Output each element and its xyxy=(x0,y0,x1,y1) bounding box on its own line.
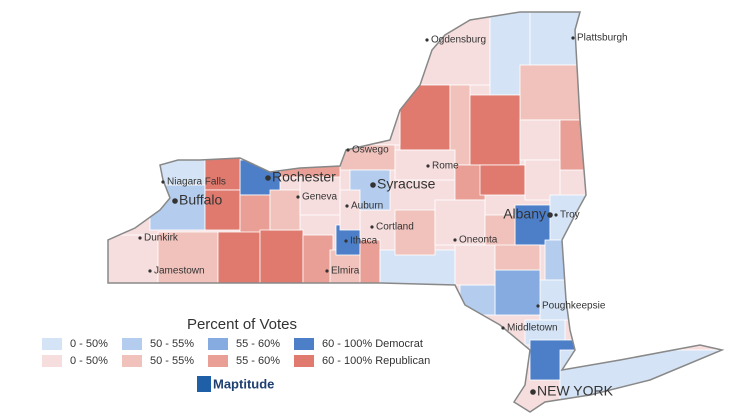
county xyxy=(524,159,561,201)
city-dot xyxy=(346,148,350,152)
city-dot xyxy=(296,195,300,199)
city-label: Plattsburgh xyxy=(577,33,628,44)
county xyxy=(494,244,541,271)
legend: 0 - 50% 0 - 50% 50 - 55% 50 - 55% 55 - 60% 55… xyxy=(42,338,430,367)
city-label: Oneonta xyxy=(459,235,498,246)
city-dot xyxy=(554,213,558,217)
legend-swatch xyxy=(122,338,142,350)
city-dot xyxy=(344,239,348,243)
legend-title: Percent of Votes xyxy=(187,316,297,333)
city-label: Geneva xyxy=(302,192,337,203)
city-dot xyxy=(148,269,152,273)
city-dot xyxy=(370,182,376,188)
legend-label: 55 - 60% xyxy=(236,355,280,367)
legend-swatch xyxy=(294,355,314,367)
city-label: Rome xyxy=(432,161,459,172)
county xyxy=(559,349,722,411)
city-dot xyxy=(161,180,165,184)
county xyxy=(459,284,496,316)
city-labels: Plattsburgh Ogdensburg Oswego Rome Rochester… xyxy=(138,33,628,399)
legend-swatch xyxy=(208,338,228,350)
logo-icon xyxy=(197,376,211,392)
city-dot xyxy=(547,212,553,218)
city-label: Oswego xyxy=(352,145,389,156)
legend-label: 60 - 100% Democrat xyxy=(322,338,423,350)
city-dot xyxy=(138,236,142,240)
legend-label: 0 - 50% xyxy=(70,355,108,367)
county xyxy=(454,244,496,286)
county xyxy=(204,189,241,231)
legend-label: 0 - 50% xyxy=(70,338,108,350)
legend-swatch xyxy=(42,338,62,350)
county xyxy=(519,64,586,121)
city-dot xyxy=(172,198,178,204)
county xyxy=(379,249,456,286)
legend-swatch xyxy=(122,355,142,367)
legend-label: 55 - 60% xyxy=(236,338,280,350)
legend-label: 50 - 55% xyxy=(150,338,194,350)
city-dot xyxy=(571,36,575,40)
county xyxy=(259,229,304,286)
county xyxy=(302,234,334,286)
county xyxy=(239,194,271,236)
county xyxy=(269,189,301,231)
county xyxy=(359,99,401,146)
county xyxy=(339,189,361,231)
county xyxy=(394,209,436,256)
city-dot xyxy=(530,389,536,395)
logo: Maptitude xyxy=(213,376,274,391)
legend-swatch xyxy=(294,338,314,350)
city-dot xyxy=(345,204,349,208)
county xyxy=(434,199,486,246)
city-label: Elmira xyxy=(331,266,360,277)
county xyxy=(519,119,561,161)
county xyxy=(419,12,491,86)
county xyxy=(494,269,541,316)
legend-swatch xyxy=(42,355,62,367)
county xyxy=(544,239,576,281)
city-label: Dunkirk xyxy=(144,233,179,244)
county xyxy=(479,164,526,196)
city-label: Auburn xyxy=(351,201,383,212)
legend-label: 50 - 55% xyxy=(150,355,194,367)
county xyxy=(514,204,551,246)
city-label: Buffalo xyxy=(179,192,223,208)
legend-swatch xyxy=(208,355,228,367)
county xyxy=(399,84,451,151)
city-dot xyxy=(425,38,429,42)
city-label: Niagara Falls xyxy=(167,177,226,188)
county xyxy=(217,231,261,286)
city-label: Ithaca xyxy=(350,236,378,247)
city-dot xyxy=(536,304,540,308)
city-label: Syracuse xyxy=(377,176,436,192)
city-dot xyxy=(265,175,271,181)
city-label: Jamestown xyxy=(154,266,205,277)
city-label: Ogdensburg xyxy=(431,35,486,46)
county xyxy=(204,157,241,191)
county xyxy=(469,94,521,166)
city-dot xyxy=(325,269,329,273)
city-label: Cortland xyxy=(376,222,414,233)
city-dot xyxy=(370,225,374,229)
city-label: Poughkeepsie xyxy=(542,301,606,312)
city-label: Troy xyxy=(560,210,580,221)
city-label: Middletown xyxy=(507,323,558,334)
city-label: Albany xyxy=(503,206,546,222)
city-dot xyxy=(426,164,430,168)
city-label: Rochester xyxy=(272,169,336,185)
county xyxy=(559,119,591,171)
city-dot xyxy=(453,238,457,242)
city-label: NEW YORK xyxy=(537,383,614,399)
city-dot xyxy=(501,326,505,330)
legend-label: 60 - 100% Republican xyxy=(322,355,430,367)
